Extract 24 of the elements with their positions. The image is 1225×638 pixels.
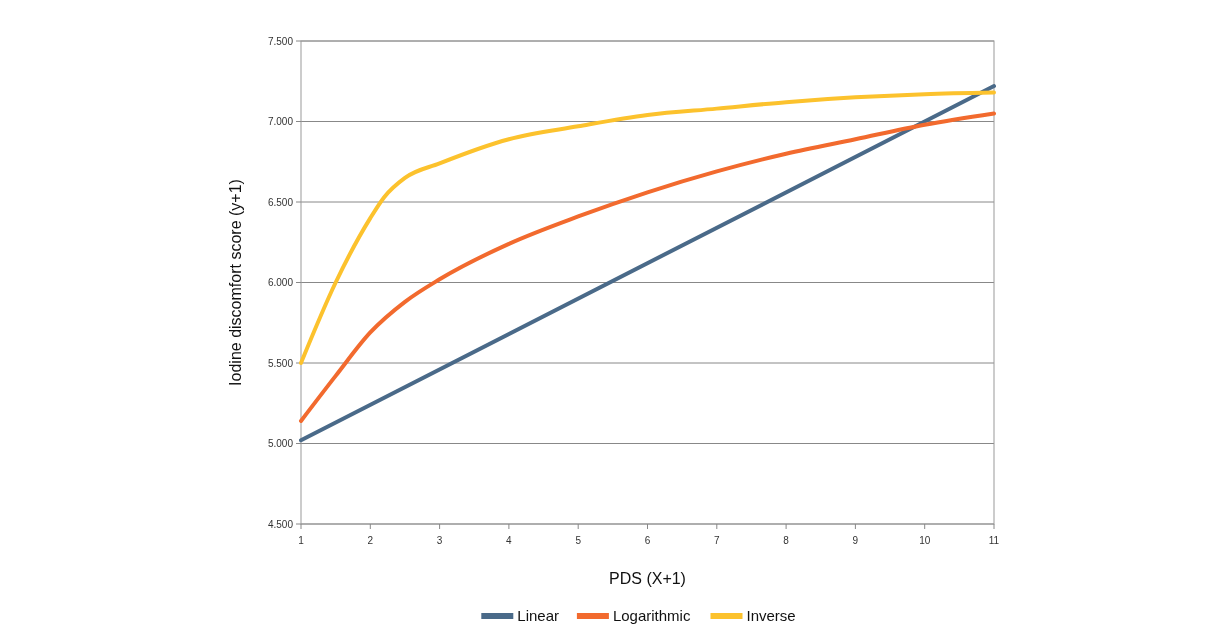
line-series bbox=[299, 90, 996, 365]
y-tick-label: 4.500 bbox=[267, 518, 294, 530]
x-tick-label: 10 bbox=[919, 535, 931, 546]
legend-label: Linear bbox=[517, 607, 559, 625]
x-tick-label: 6 bbox=[644, 535, 651, 546]
y-tick-label: 5.000 bbox=[267, 438, 294, 449]
y-axis-title: Iodine discomfort score (y+1) bbox=[227, 179, 244, 386]
legend-label: Logarithmic bbox=[612, 607, 691, 625]
y-tick-label: 6.500 bbox=[267, 196, 294, 208]
x-tick-label: 4 bbox=[506, 535, 513, 546]
x-tick-label: 1 bbox=[298, 535, 305, 546]
y-tick-label: 5.500 bbox=[267, 357, 294, 369]
x-tick-label: 9 bbox=[852, 535, 859, 546]
x-tick-label: 5 bbox=[575, 535, 582, 546]
legend-label: Inverse bbox=[746, 607, 796, 625]
x-tick-label: 3 bbox=[436, 535, 443, 546]
x-axis-title: PDS (X+1) bbox=[609, 570, 686, 587]
y-tick-label: 6.000 bbox=[267, 277, 294, 288]
x-tick-label: 7 bbox=[714, 535, 721, 546]
x-tick-label: 11 bbox=[988, 535, 1000, 546]
x-tick-label: 2 bbox=[367, 535, 374, 546]
x-tick-label: 8 bbox=[783, 535, 790, 546]
y-tick-label: 7.500 bbox=[267, 35, 294, 47]
y-tick-label: 7.000 bbox=[267, 116, 294, 127]
